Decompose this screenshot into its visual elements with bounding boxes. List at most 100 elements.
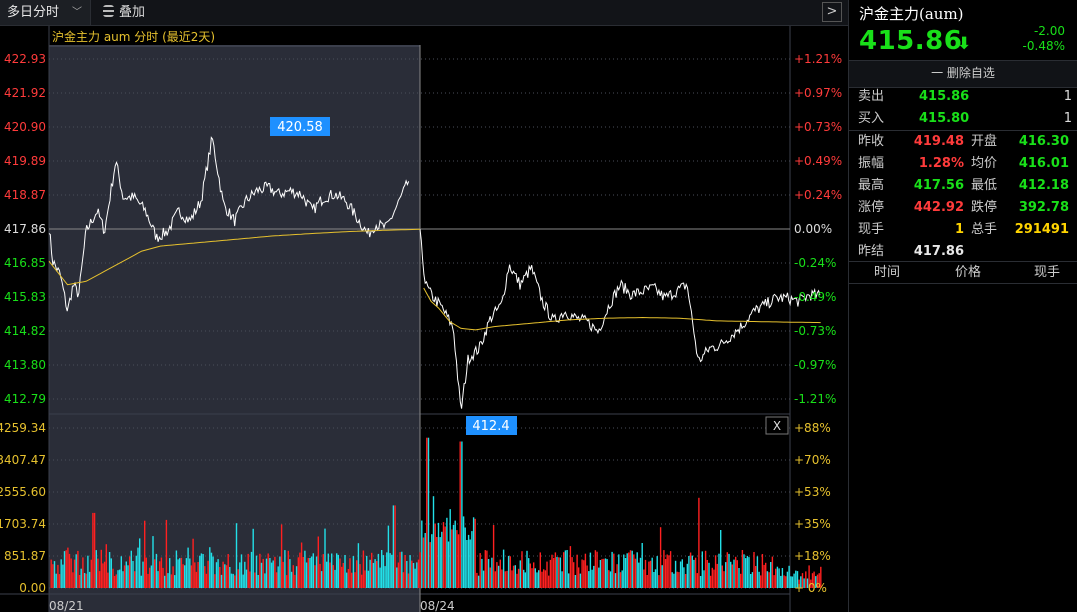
volume-bar (290, 571, 293, 588)
volume-bar (351, 572, 353, 588)
volume-bar (501, 569, 503, 588)
volume-pct-label: + 0% (794, 581, 827, 595)
pct-axis-label: 0.00% (794, 222, 832, 236)
close-icon: X (773, 419, 781, 433)
volume-bar (753, 552, 755, 588)
volume-bar (795, 570, 797, 588)
volume-bar (232, 573, 234, 588)
volume-bar (417, 559, 420, 588)
volume-bar (803, 578, 805, 588)
volume-bar (684, 574, 687, 588)
volume-bar (305, 562, 308, 588)
chart-mode-dropdown[interactable]: 多日分时 ﹀ (0, 0, 91, 25)
volume-bar (616, 564, 618, 588)
volume-bar (319, 563, 321, 588)
bid-price: 415.80 (919, 111, 970, 126)
price-axis-label: 419.89 (4, 154, 46, 168)
volume-bar (548, 575, 550, 588)
volume-bar (589, 552, 592, 588)
volume-bar (678, 572, 680, 588)
volume-bar (412, 563, 415, 588)
volume-bar (815, 576, 817, 588)
volume-bar (344, 555, 346, 588)
price-axis-label: 421.92 (4, 86, 46, 100)
overlay-button[interactable]: 叠加 (103, 0, 145, 25)
intraday-chart[interactable]: 422.93 +1.21% 421.92 +0.97% 420.90 +0.73% 419.… (0, 26, 848, 612)
volume-bar (476, 572, 478, 588)
volume-bar (559, 557, 562, 588)
chevron-down-icon: ﹀ (72, 7, 82, 18)
volume-bar (745, 558, 747, 588)
volume-bar (653, 572, 655, 588)
volume-bar (434, 523, 436, 588)
volume-bar (224, 564, 226, 588)
volume-bar (391, 554, 393, 588)
volume-bar (270, 562, 273, 588)
volume-bar (743, 554, 745, 588)
stat-1: 开盘 416.30 (971, 131, 1069, 153)
volume-bar (541, 571, 543, 588)
volume-bar (643, 569, 645, 588)
volume-bar (82, 557, 84, 588)
volume-bar (212, 556, 214, 588)
volume-axis-label: 0.00 (19, 581, 46, 595)
volume-bar (332, 565, 334, 588)
volume-bar (331, 553, 333, 588)
volume-bar (52, 564, 54, 588)
volume-bar (763, 564, 765, 588)
high-price-tag: 420.58 (270, 117, 330, 136)
volume-bar (564, 550, 567, 588)
volume-bar (755, 566, 757, 588)
volume-bar (235, 523, 238, 588)
volume-bar (456, 530, 458, 588)
price-axis-label: 422.93 (4, 52, 46, 66)
volume-bar (758, 571, 760, 588)
volume-bar (199, 555, 201, 588)
volume-bar (132, 561, 134, 588)
volume-bar (723, 571, 725, 588)
volume-bar (197, 562, 199, 588)
stat-8: 现手 1 (858, 219, 964, 241)
volume-bar (182, 564, 184, 588)
volume-bar (149, 567, 151, 588)
volume-bar (392, 505, 395, 588)
volume-pct-label: +88% (794, 421, 831, 435)
volume-bar (768, 572, 770, 588)
stat-label: 总手 (971, 222, 998, 237)
remove-watchlist-button[interactable]: 一 删除自选 (849, 60, 1077, 88)
volume-bar (775, 568, 777, 588)
volume-bar (202, 554, 204, 588)
volume-bar (624, 558, 627, 588)
expand-panel-button[interactable]: > (822, 2, 842, 22)
volume-bar (62, 564, 64, 588)
date-label: 08/21 (49, 599, 84, 612)
close-volume-button[interactable]: X (765, 416, 789, 435)
volume-bar (299, 552, 301, 588)
volume-bar (379, 567, 381, 588)
price-axis-label: 415.83 (4, 290, 46, 304)
volume-bar (127, 565, 129, 588)
volume-bar (387, 525, 390, 588)
volume-bar (272, 560, 274, 588)
volume-bar (139, 538, 141, 588)
volume-bar (367, 570, 370, 588)
volume-bar (68, 553, 71, 588)
volume-bar (629, 550, 632, 588)
volume-bar (207, 560, 209, 588)
chart-mode-label: 多日分时 (7, 5, 60, 20)
volume-bar (341, 566, 343, 588)
database-icon (103, 5, 114, 17)
volume-axis-label: 2555.60 (0, 485, 46, 499)
stat-10: 昨结 417.86 (858, 241, 964, 263)
volume-bar (543, 569, 545, 588)
volume-bar (436, 537, 438, 588)
volume-bar (352, 556, 355, 588)
volume-bar (277, 566, 279, 588)
volume-bar (185, 558, 188, 588)
volume-bar (294, 574, 296, 588)
volume-bar (449, 509, 451, 588)
volume-bar (282, 561, 284, 588)
volume-bar (663, 550, 665, 588)
volume-bar (404, 555, 406, 588)
volume-bar (427, 437, 430, 588)
